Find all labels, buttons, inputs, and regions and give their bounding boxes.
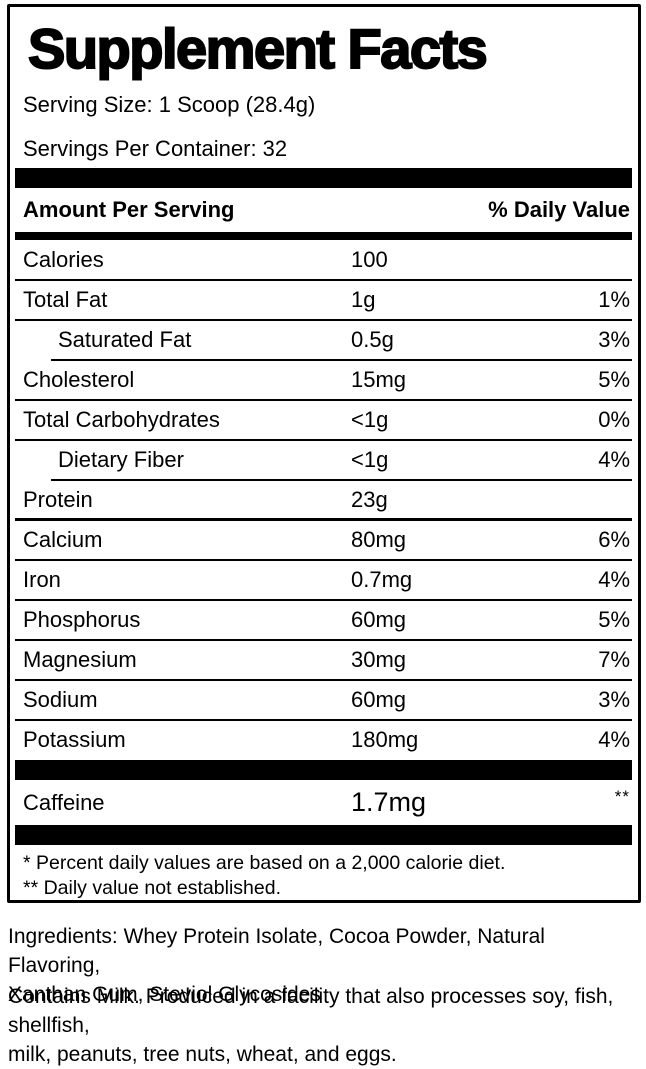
nutrient-row: Calories 100 (15, 240, 632, 281)
serving-size-line: Serving Size: 1 Scoop (28.4g) (23, 92, 316, 117)
caffeine-amount: 1.7mg (351, 787, 427, 817)
daily-value-header: % Daily Value (488, 197, 630, 222)
nutrient-amount: 23g (351, 487, 388, 512)
nutrient-amount: 80mg (351, 527, 407, 552)
nutrient-name: Iron (23, 567, 61, 592)
footnotes: * Percent daily values are based on a 2,… (15, 845, 632, 900)
nutrient-daily-value: 3% (598, 327, 630, 352)
nutrient-row: Sodium 60mg 3% (15, 680, 632, 721)
thick-divider-caffeine-top (15, 760, 632, 780)
nutrient-name: Magnesium (23, 647, 137, 672)
amount-per-serving-header: Amount Per Serving (23, 197, 235, 222)
nutrient-amount: 100 (351, 247, 388, 272)
nutrient-row: Magnesium 30mg 7% (15, 640, 632, 681)
allergens-text: Contains Milk. Produced in a facility th… (8, 985, 614, 1066)
nutrient-daily-value: 4% (598, 447, 630, 472)
nutrient-row: Saturated Fat 0.5g 3% (15, 320, 632, 361)
nutrient-name: Total Carbohydrates (23, 407, 220, 432)
caffeine-daily-value: ** (614, 787, 630, 806)
nutrient-daily-value: 7% (598, 647, 630, 672)
nutrient-row: Iron 0.7mg 4% (15, 560, 632, 601)
nutrient-name: Protein (23, 487, 93, 512)
footnote-not-established: ** Daily value not established. (23, 877, 281, 899)
nutrient-amount: 180mg (351, 727, 419, 752)
table-header-row: Amount Per Serving % Daily Value (15, 188, 632, 232)
nutrient-row: Calcium 80mg 6% (15, 520, 632, 561)
nutrient-row: Phosphorus 60mg 5% (15, 600, 632, 641)
nutrient-amount: <1g (351, 407, 389, 432)
supplement-label-page: Supplement Facts Serving Size: 1 Scoop (… (7, 4, 641, 1066)
nutrient-daily-value: 6% (598, 527, 630, 552)
nutrient-name: Potassium (23, 727, 126, 752)
nutrient-name: Calcium (23, 527, 103, 552)
ingredients-text: Ingredients: Whey Protein Isolate, Cocoa… (8, 925, 545, 1006)
nutrient-daily-value: 5% (598, 367, 630, 392)
nutrient-daily-value: 5% (598, 607, 630, 632)
nutrient-daily-value: 4% (598, 567, 630, 592)
nutrient-amount: 1g (351, 287, 376, 312)
nutrient-name: Phosphorus (23, 607, 141, 632)
thick-divider-top (15, 168, 632, 188)
nutrient-row: Protein 23g (15, 480, 632, 521)
nutrient-row: Total Fat 1g 1% (15, 280, 632, 321)
nutrient-daily-value: 4% (598, 727, 630, 752)
nutrient-name: Total Fat (23, 287, 108, 312)
nutrient-row: Cholesterol 15mg 5% (15, 360, 632, 401)
nutrient-amount: <1g (351, 447, 389, 472)
nutrient-name: Sodium (23, 687, 98, 712)
thick-divider-caffeine-bottom (15, 825, 632, 845)
footnote-daily-values: * Percent daily values are based on a 2,… (23, 852, 506, 874)
nutrient-name: Cholesterol (23, 367, 135, 392)
nutrient-row: Total Carbohydrates <1g 0% (15, 400, 632, 441)
nutrient-amount: 0.5g (351, 327, 394, 352)
nutrient-amount: 60mg (351, 687, 407, 712)
nutrient-row: Potassium 180mg 4% (15, 720, 632, 760)
nutrient-daily-value: 3% (598, 687, 630, 712)
nutrient-name: Saturated Fat (58, 327, 192, 352)
nutrient-amount: 60mg (351, 607, 407, 632)
nutrient-name: Dietary Fiber (58, 447, 184, 472)
caffeine-row: Caffeine 1.7mg ** (15, 780, 632, 825)
nutrient-amount: 15mg (351, 367, 407, 392)
nutrient-amount: 0.7mg (351, 567, 413, 592)
nutrient-daily-value: 0% (598, 407, 630, 432)
header-divider (15, 232, 632, 240)
nutrient-row: Dietary Fiber <1g 4% (15, 440, 632, 481)
nutrient-name: Calories (23, 247, 104, 272)
nutrient-daily-value: 1% (598, 287, 630, 312)
servings-per-container-line: Servings Per Container: 32 (23, 136, 288, 161)
nutrient-amount: 30mg (351, 647, 407, 672)
nutrient-rows: Calories 100 Total Fat 1g 1% Saturated F… (15, 240, 632, 760)
panel-title: Supplement Facts (27, 17, 489, 80)
caffeine-name: Caffeine (23, 789, 105, 815)
supplement-facts-panel: Supplement Facts Serving Size: 1 Scoop (… (7, 4, 641, 903)
